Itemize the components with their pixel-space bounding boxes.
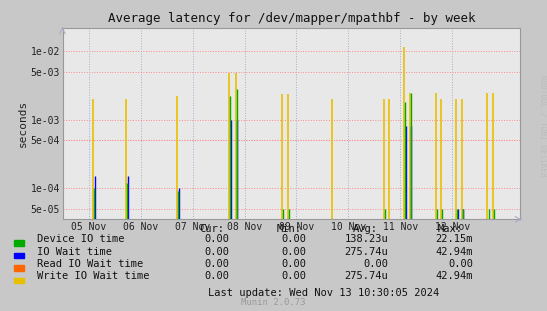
Text: 0.00: 0.00 — [205, 234, 230, 244]
Text: Munin 2.0.73: Munin 2.0.73 — [241, 298, 306, 307]
Text: 0.00: 0.00 — [281, 234, 306, 244]
Text: Min:: Min: — [276, 224, 301, 234]
Text: 0.00: 0.00 — [281, 247, 306, 257]
Text: Device IO time: Device IO time — [37, 234, 125, 244]
Text: Max:: Max: — [438, 224, 463, 234]
Text: 22.15m: 22.15m — [435, 234, 473, 244]
Text: 0.00: 0.00 — [363, 259, 388, 269]
Text: 0.00: 0.00 — [448, 259, 473, 269]
Text: 275.74u: 275.74u — [345, 247, 388, 257]
Text: IO Wait time: IO Wait time — [37, 247, 112, 257]
Text: 0.00: 0.00 — [205, 247, 230, 257]
Text: 42.94m: 42.94m — [435, 272, 473, 281]
Text: Write IO Wait time: Write IO Wait time — [37, 272, 150, 281]
Y-axis label: seconds: seconds — [18, 100, 28, 147]
Text: Avg:: Avg: — [353, 224, 378, 234]
Text: 275.74u: 275.74u — [345, 272, 388, 281]
Text: Cur:: Cur: — [200, 224, 225, 234]
Text: Read IO Wait time: Read IO Wait time — [37, 259, 143, 269]
Title: Average latency for /dev/mapper/mpathbf - by week: Average latency for /dev/mapper/mpathbf … — [108, 12, 475, 26]
Text: RRDTOOL / TOBI OETIKER: RRDTOOL / TOBI OETIKER — [539, 75, 547, 177]
Text: 0.00: 0.00 — [205, 259, 230, 269]
Text: 0.00: 0.00 — [281, 272, 306, 281]
Text: 0.00: 0.00 — [281, 259, 306, 269]
Text: Last update: Wed Nov 13 10:30:05 2024: Last update: Wed Nov 13 10:30:05 2024 — [208, 288, 439, 298]
Text: 0.00: 0.00 — [205, 272, 230, 281]
Text: 138.23u: 138.23u — [345, 234, 388, 244]
Text: 42.94m: 42.94m — [435, 247, 473, 257]
